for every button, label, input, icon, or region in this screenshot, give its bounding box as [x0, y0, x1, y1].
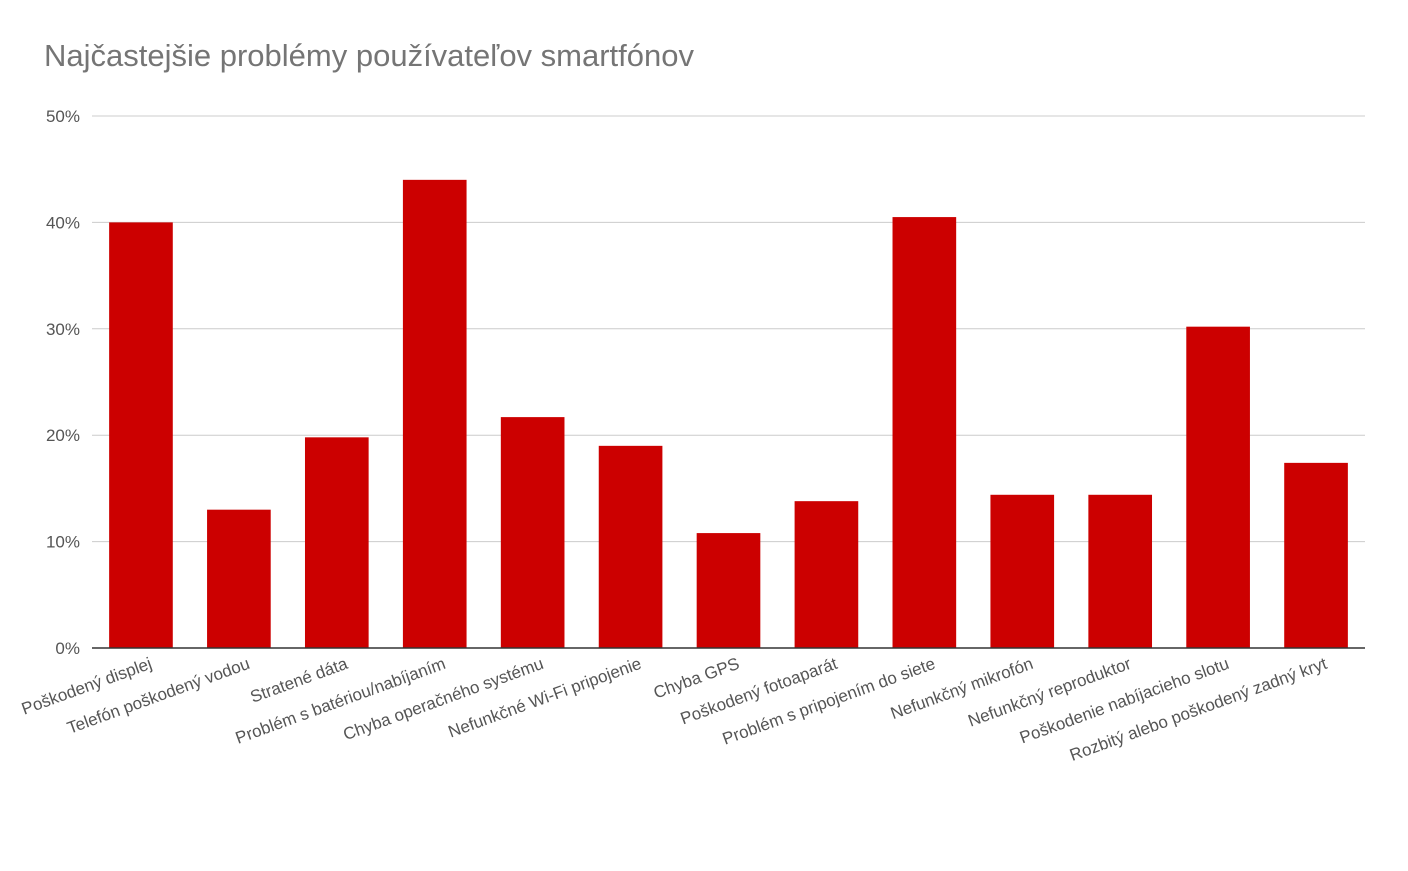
chart-title: Najčastejšie problémy používateľov smart…: [44, 38, 695, 73]
bars: [109, 179, 1348, 648]
bar: [109, 222, 173, 648]
gridlines: [92, 115, 1365, 543]
bar: [892, 217, 957, 648]
bar: [1088, 494, 1153, 648]
bar: [207, 509, 271, 648]
bar: [598, 445, 663, 648]
x-category-label: Nefunkčné Wi-Fi pripojenie: [446, 654, 644, 742]
bar: [402, 179, 467, 648]
y-tick-label: 20%: [46, 426, 80, 445]
bar: [990, 494, 1055, 648]
bar: [1284, 462, 1348, 648]
y-tick-label: 50%: [46, 107, 80, 126]
x-category-label: Telefón poškodený vodou: [65, 654, 253, 738]
bar: [1186, 326, 1250, 648]
y-tick-label: 30%: [46, 320, 80, 339]
bar: [304, 437, 369, 648]
bar: [794, 501, 859, 648]
y-tick-label: 40%: [46, 213, 80, 232]
bar: [500, 417, 565, 648]
bar: [696, 533, 761, 648]
y-axis-ticks: 0% 10% 20% 30% 40% 50%: [46, 107, 80, 658]
y-tick-label: 10%: [46, 533, 80, 552]
y-tick-label: 0%: [55, 639, 80, 658]
